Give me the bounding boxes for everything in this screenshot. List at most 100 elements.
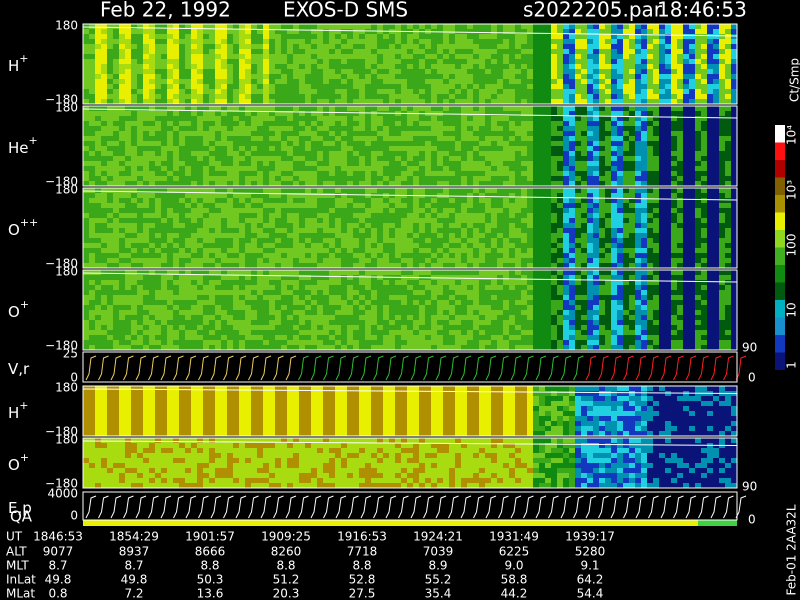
spectrogram-cell [557,29,563,34]
spectrogram-cell [101,99,107,104]
spectrogram-cell [89,89,95,94]
spectrogram-cell [125,188,131,193]
spectrogram-cell [269,238,275,243]
spectrogram-cell [557,89,563,94]
spectrogram-cell [263,99,269,104]
spectrogram-cell [617,131,623,136]
spectrogram-cell [497,223,503,228]
spectrogram-cell [419,121,425,126]
spectrogram-cell [317,146,323,151]
spectrogram-cell [539,136,545,141]
spectrogram-cell [311,253,317,258]
spectrogram-cell [593,89,599,94]
spectrogram-cell [293,146,299,151]
spectrogram-cell [719,64,725,69]
spectrogram-cell [149,171,155,176]
spectrogram-cell [143,156,149,161]
spectrogram-cell [209,29,215,34]
spectrogram-cell [83,248,89,253]
spectrogram-cell [323,94,329,99]
spectrogram-cell [575,223,581,228]
spectrogram-cell [155,24,161,29]
spectrogram-cell [569,69,575,74]
spectrogram-cell [227,29,233,34]
spectrogram-cell [473,208,479,213]
spectrogram-cell [155,238,161,243]
spectrogram-cell [353,39,359,44]
spectrogram-cell [557,116,563,121]
spectrogram-cell [143,208,149,213]
spectrogram-cell [371,223,377,228]
spectrogram-cell [533,146,539,151]
spectrogram-cell [173,141,179,146]
spectrogram-cell [599,79,605,84]
spectrogram-cell [155,193,161,198]
spectrogram-cell [467,94,473,99]
spectrogram-cell [347,213,353,218]
spectrogram-cell [485,141,491,146]
spectrogram-cell [407,106,413,111]
spectrogram-cell [353,34,359,39]
spectrogram-cell [689,136,695,141]
spectrogram-cell [203,248,209,253]
spectrogram-cell [623,121,629,126]
spectrogram-cell [239,156,245,161]
spectrogram-cell [275,99,281,104]
spectrogram-cell [407,203,413,208]
spectrogram-cell [575,29,581,34]
spectrogram-cell [149,49,155,54]
spectrogram-cell [377,79,383,84]
spectrogram-cell [407,69,413,74]
spectrogram-cell [479,74,485,79]
spectrogram-cell [161,49,167,54]
spectrogram-cell [401,161,407,166]
spectrogram-cell [101,44,107,49]
spectrogram-cell [527,69,533,74]
spectrogram-cell [143,69,149,74]
spectrogram-cell [623,198,629,203]
spectrogram-cell [485,258,491,263]
spectrogram-cell [485,188,491,193]
spectrogram-cell [359,223,365,228]
spectrogram-cell [311,193,317,198]
spectrogram-cell [641,166,647,171]
spectrogram-cell [257,171,263,176]
spectrogram-cell [521,116,527,121]
spectrogram-cell [233,89,239,94]
spectrogram-cell [677,74,683,79]
spectrogram-cell [89,198,95,203]
spectrogram-cell [575,106,581,111]
spectrogram-cell [467,176,473,181]
spectrogram-cell [719,89,725,94]
spectrogram-cell [449,203,455,208]
spectrogram-cell [533,74,539,79]
spectrogram-cell [299,79,305,84]
spectrogram-cell [719,136,725,141]
spectrogram-cell [95,203,101,208]
spectrogram-cell [209,151,215,156]
axis-bottom-label: −180 [45,93,78,107]
spectrogram-cell [611,141,617,146]
spectrogram-cell [83,64,89,69]
spectrogram-cell [299,49,305,54]
spectrogram-cell [413,243,419,248]
spectrogram-cell [527,223,533,228]
spectrogram-cell [611,121,617,126]
spectrogram-cell [503,208,509,213]
spectrogram-cell [101,213,107,218]
spectrogram-cell [653,141,659,146]
spectrogram-cell [569,39,575,44]
spectrogram-cell [467,116,473,121]
spectrogram-cell [497,74,503,79]
spectrogram-cell [323,49,329,54]
spectrogram-cell [329,99,335,104]
spectrogram-cell [491,243,497,248]
spectrogram-cell [419,94,425,99]
spectrogram-cell [335,193,341,198]
spectrogram-cell [515,44,521,49]
spectrogram-cell [485,181,491,186]
spectrogram-cell [113,228,119,233]
spectrogram-cell [575,208,581,213]
spectrogram-cell [623,218,629,223]
spectrogram-cell [137,64,143,69]
